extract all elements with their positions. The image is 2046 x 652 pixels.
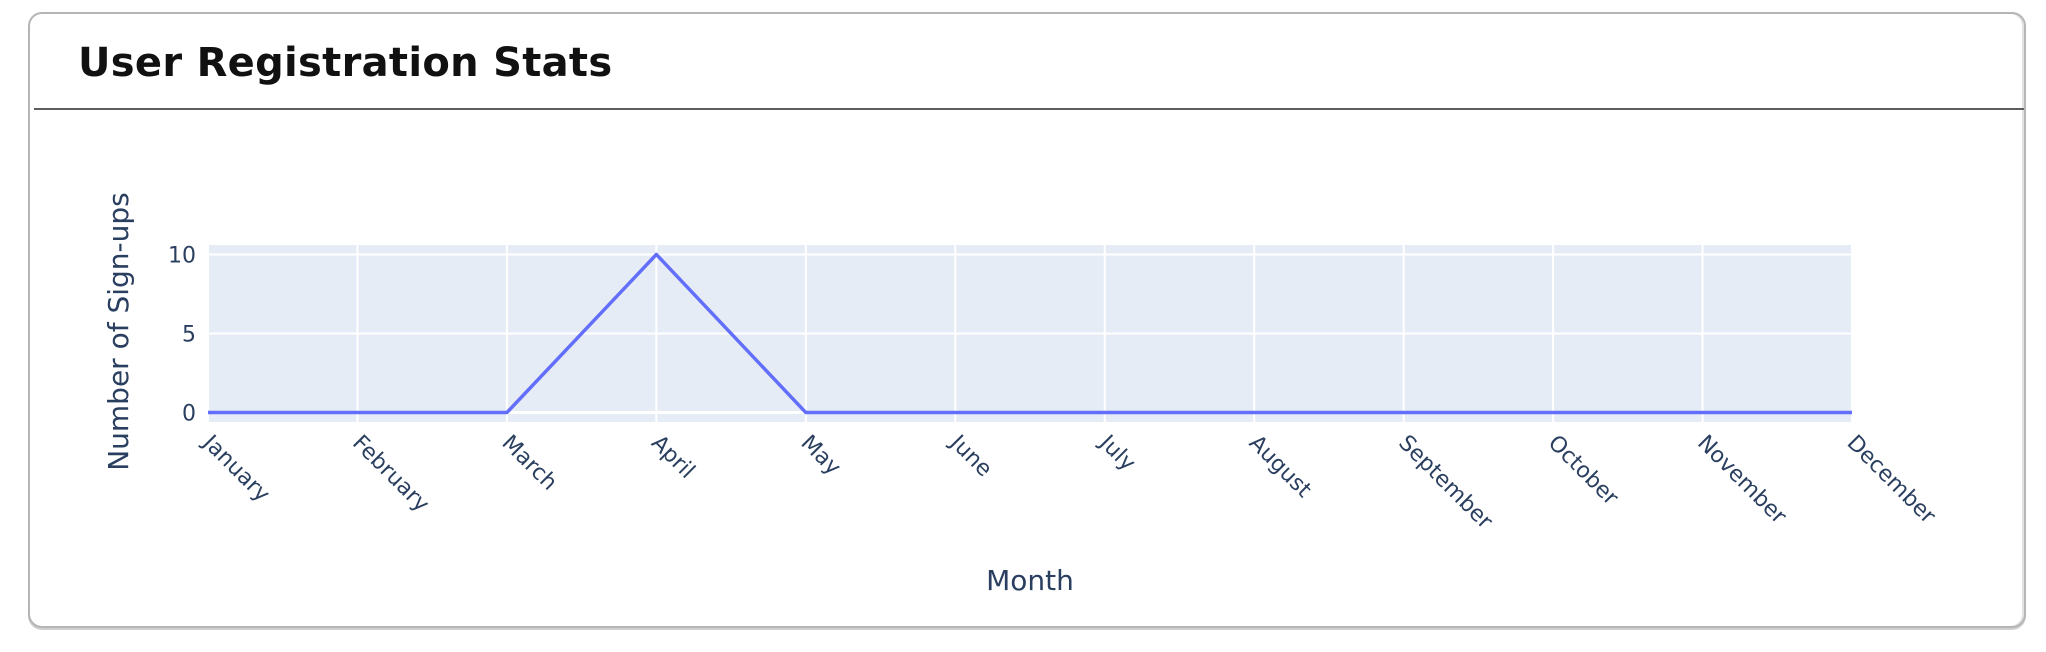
y-tick-label: 10: [168, 243, 196, 268]
card-header: User Registration Stats: [34, 14, 2024, 110]
x-tick-label: February: [347, 431, 434, 518]
x-tick-label: November: [1692, 431, 1791, 530]
x-tick-labels: January February March April May June July Augu…: [196, 429, 1940, 535]
x-tick-label: June: [944, 429, 997, 482]
card-title: User Registration Stats: [78, 40, 613, 86]
series-layer: [208, 252, 1852, 415]
x-tick-label: March: [497, 431, 562, 496]
y-axis-title: Number of Sign-ups: [102, 192, 135, 471]
y-tick-label: 0: [182, 402, 196, 427]
x-tick-label: May: [796, 431, 846, 481]
x-tick-label: December: [1842, 431, 1941, 530]
y-tick-label: 5: [182, 323, 196, 348]
x-tick-label: April: [646, 431, 699, 484]
x-tick-label: October: [1543, 431, 1624, 512]
x-tick-label: August: [1244, 431, 1316, 503]
series-line: [208, 252, 1852, 415]
x-tick-label: July: [1093, 429, 1140, 476]
x-tick-label: September: [1393, 431, 1497, 535]
x-tick-label: January: [196, 429, 274, 507]
x-axis-title: Month: [986, 564, 1074, 597]
y-tick-labels: 0 5 10: [168, 243, 196, 426]
